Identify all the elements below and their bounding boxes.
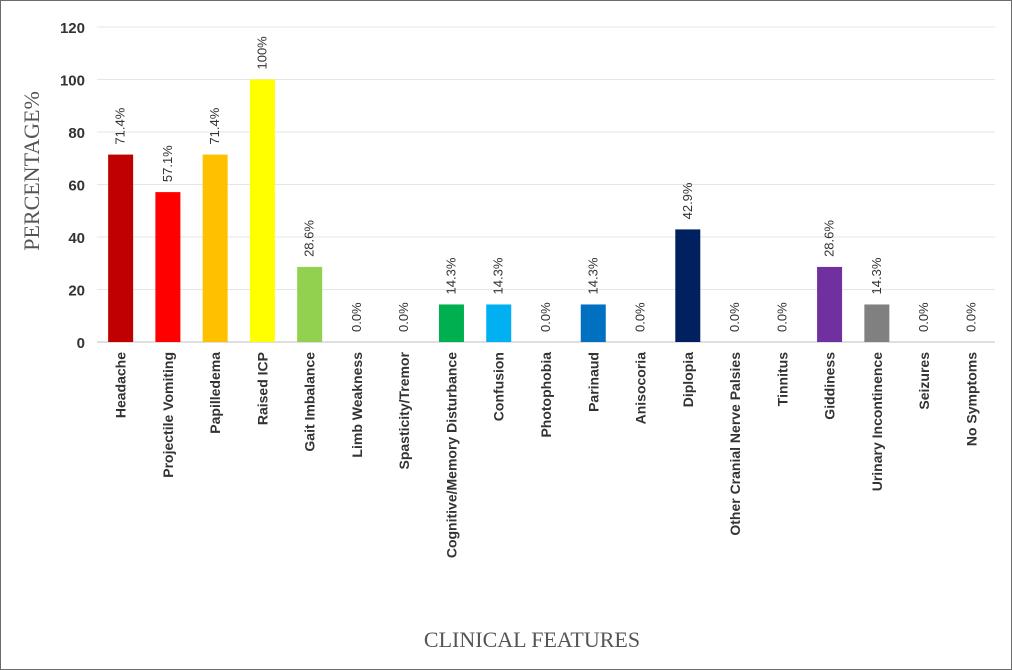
bars: [108, 79, 890, 342]
data-label: 14.3%: [491, 257, 506, 294]
bar: [202, 154, 228, 342]
bar: [297, 266, 323, 342]
y-tick-label: 120: [60, 20, 85, 37]
x-tick-label: Tinnitus: [774, 352, 790, 406]
bar: [817, 266, 843, 342]
data-label: 14.3%: [585, 257, 600, 294]
y-tick-label: 80: [68, 125, 85, 142]
x-tick-label: Projectile Vomiting: [160, 352, 176, 478]
data-label: 0.0%: [633, 302, 648, 332]
y-axis-title: PERCENTAGE%: [19, 91, 44, 251]
x-tick-label: Other Cranial Nerve Palsies: [727, 352, 743, 536]
x-tick-label: Parinaud: [585, 352, 601, 412]
data-label: 0.0%: [916, 302, 931, 332]
y-tick-label: 20: [68, 283, 85, 300]
x-tick-label: Raised ICP: [254, 352, 270, 425]
x-tick-label: Giddiness: [822, 352, 838, 420]
bar: [438, 304, 464, 342]
x-tick-label: Diplopia: [680, 352, 696, 407]
x-tick-label: Limb Weakness: [349, 352, 365, 458]
data-label: 0.0%: [727, 302, 742, 332]
x-tick-label: Spasticity/Tremor: [396, 351, 412, 469]
x-tick-label: Papilledema: [207, 352, 223, 434]
x-axis-title: CLINICAL FEATURES: [424, 627, 640, 652]
x-tick-label: Cognitive/Memory Disturbance: [443, 352, 459, 558]
data-label: 71.4%: [113, 107, 128, 144]
data-label: 0.0%: [396, 302, 411, 332]
data-label: 0.0%: [538, 302, 553, 332]
x-tick-label: Headache: [113, 352, 129, 418]
data-label: 0.0%: [963, 302, 978, 332]
data-label: 0.0%: [774, 302, 789, 332]
bar: [249, 79, 275, 342]
labels: 0 20 40 60 80 100 120 71.4% Headache 57.1% Project…: [60, 20, 979, 558]
y-tick-label: 100: [60, 73, 85, 90]
gridlines: [97, 26, 995, 343]
data-label: 42.9%: [680, 182, 695, 219]
data-label: 0.0%: [349, 302, 364, 332]
y-tick-label: 0: [77, 335, 85, 352]
data-label: 14.3%: [869, 257, 884, 294]
x-tick-label: Confusion: [491, 352, 507, 421]
x-tick-label: Anisocoria: [633, 352, 649, 425]
x-tick-label: Seizures: [916, 352, 932, 410]
x-tick-label: Photophobia: [538, 352, 554, 438]
x-tick-label: Urinary Incontinence: [869, 352, 885, 491]
data-label: 28.6%: [302, 220, 317, 257]
data-label: 57.1%: [160, 145, 175, 182]
data-label: 71.4%: [207, 107, 222, 144]
data-label: 28.6%: [822, 220, 837, 257]
x-tick-label: No Symptoms: [963, 352, 979, 446]
bar: [155, 192, 181, 342]
bar: [675, 229, 701, 342]
y-tick-label: 40: [68, 230, 85, 247]
bar: [108, 154, 134, 342]
x-tick-label: Gait Imbalance: [302, 352, 318, 452]
y-tick-label: 60: [68, 178, 85, 195]
bar: [486, 304, 512, 342]
data-label: 14.3%: [443, 257, 458, 294]
data-label: 100%: [254, 36, 269, 70]
bar: [864, 304, 890, 342]
bar: [580, 304, 606, 342]
